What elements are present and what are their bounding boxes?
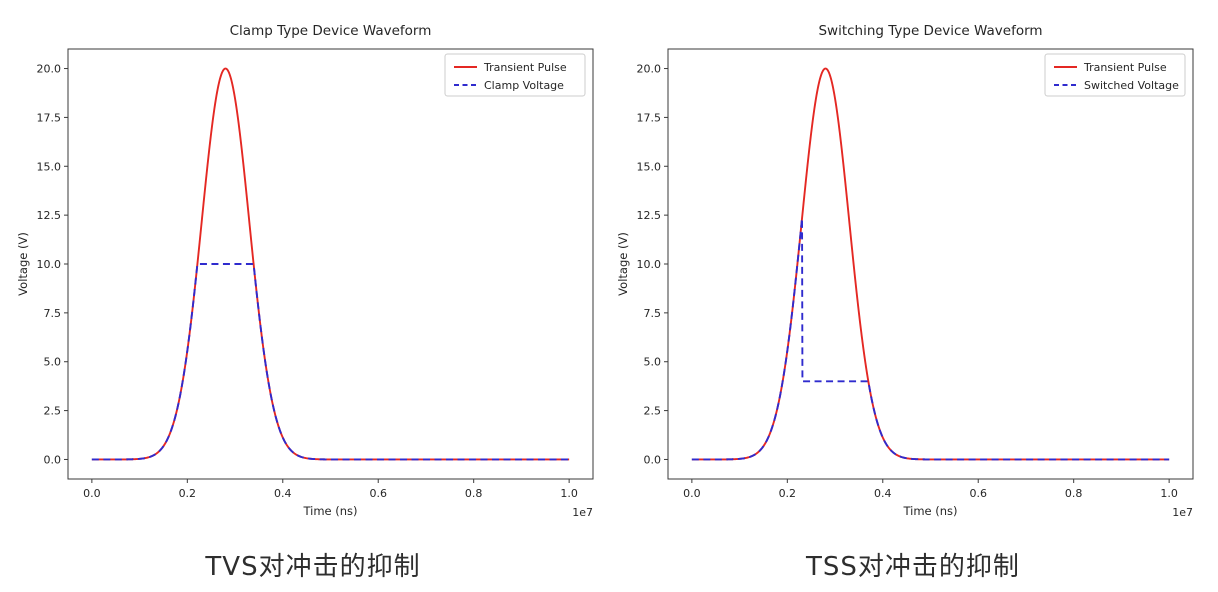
x-tick-label: 1.0 bbox=[560, 487, 578, 500]
legend-label: Clamp Voltage bbox=[484, 79, 564, 92]
legend-box bbox=[1044, 53, 1186, 97]
y-tick-label: 0.0 bbox=[644, 453, 662, 466]
legend-box bbox=[444, 53, 586, 97]
x-tick-label: 0.6 bbox=[969, 487, 987, 500]
x-tick-label: 0.4 bbox=[874, 487, 892, 500]
y-tick-label: 2.5 bbox=[44, 405, 62, 418]
x-tick-label: 0.2 bbox=[179, 487, 197, 500]
x-tick-label: 0.8 bbox=[465, 487, 483, 500]
y-axis: 0.0 2.5 5.0 7.5 10.0 12.5 15.0 17.5 20.0 Voltage … bbox=[16, 63, 68, 466]
y-axis: 0.0 2.5 5.0 7.5 10.0 12.5 15.0 17.5 20.0 Voltage … bbox=[616, 63, 668, 466]
switched-voltage-line bbox=[691, 217, 1170, 461]
x-tick-label: 0.0 bbox=[683, 487, 701, 500]
y-tick-label: 0.0 bbox=[44, 453, 62, 466]
y-tick-label: 5.0 bbox=[644, 356, 662, 369]
y-axis-label: Voltage (V) bbox=[16, 232, 30, 296]
y-tick-label: 15.0 bbox=[37, 160, 62, 173]
clamp-voltage-line bbox=[91, 263, 570, 461]
y-tick-label: 7.5 bbox=[644, 307, 662, 320]
x-axis-label: Time (ns) bbox=[302, 504, 357, 518]
y-tick-label: 5.0 bbox=[44, 356, 62, 369]
y-tick-label: 17.5 bbox=[37, 111, 62, 124]
y-tick-label: 10.0 bbox=[37, 258, 62, 271]
x-axis-offset-label: 1e7 bbox=[1172, 506, 1193, 519]
x-tick-label: 0.8 bbox=[1065, 487, 1083, 500]
y-tick-label: 20.0 bbox=[637, 63, 662, 76]
y-tick-label: 10.0 bbox=[637, 258, 662, 271]
figure-clamp-device: Clamp Type Device Waveform 0.0 0.2 0.4 0.6 0.… bbox=[8, 6, 618, 583]
x-tick-label: 0.0 bbox=[83, 487, 101, 500]
legend-label: Transient Pulse bbox=[1083, 61, 1167, 74]
y-tick-label: 12.5 bbox=[37, 209, 62, 222]
x-axis: 0.0 0.2 0.4 0.6 0.8 1.0 Time (ns) 1e7 bbox=[683, 479, 1193, 519]
x-axis-label: Time (ns) bbox=[902, 504, 957, 518]
x-tick-label: 0.6 bbox=[369, 487, 387, 500]
x-tick-label: 0.2 bbox=[779, 487, 797, 500]
legend-label: Transient Pulse bbox=[483, 61, 567, 74]
y-tick-label: 2.5 bbox=[644, 405, 662, 418]
y-tick-label: 17.5 bbox=[637, 111, 662, 124]
y-tick-label: 7.5 bbox=[44, 307, 62, 320]
legend: Transient Pulse Switched Voltage bbox=[1044, 53, 1186, 97]
y-tick-label: 12.5 bbox=[637, 209, 662, 222]
figure-switching-device: Switching Type Device Waveform 0.0 0.2 0.4 0… bbox=[608, 6, 1218, 583]
legend: Transient Pulse Clamp Voltage bbox=[444, 53, 586, 97]
y-axis-label: Voltage (V) bbox=[616, 232, 630, 296]
x-axis-offset-label: 1e7 bbox=[572, 506, 593, 519]
caption-tvs-suppression: TVS对冲击的抑制 bbox=[205, 552, 421, 582]
y-tick-label: 15.0 bbox=[637, 160, 662, 173]
y-tick-label: 20.0 bbox=[37, 63, 62, 76]
x-tick-label: 1.0 bbox=[1160, 487, 1178, 500]
x-axis: 0.0 0.2 0.4 0.6 0.8 1.0 Time (ns) 1e7 bbox=[83, 479, 593, 519]
x-tick-label: 0.4 bbox=[274, 487, 292, 500]
chart-title: Switching Type Device Waveform bbox=[818, 23, 1042, 39]
chart-title: Clamp Type Device Waveform bbox=[230, 23, 432, 39]
legend-label: Switched Voltage bbox=[1084, 79, 1179, 92]
caption-tss-suppression: TSS对冲击的抑制 bbox=[806, 552, 1020, 582]
